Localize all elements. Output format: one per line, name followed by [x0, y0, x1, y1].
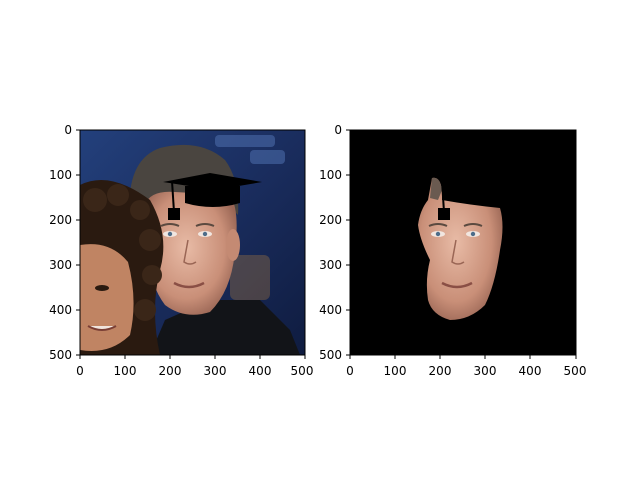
left-y-tick: 400: [49, 303, 72, 317]
left-x-tick: 400: [249, 364, 272, 378]
left-y-tick-labels: 0 100 200 300 400 500: [49, 123, 72, 362]
right-axes: [346, 129, 577, 359]
right-x-tick: 500: [564, 364, 587, 378]
right-y-tick: 300: [319, 258, 342, 272]
right-x-tick: 200: [429, 364, 452, 378]
left-y-tick: 200: [49, 213, 72, 227]
left-y-tick: 500: [49, 348, 72, 362]
graduation-cap-tassel-icon: [438, 180, 450, 220]
right-y-tick-labels: 0 100 200 300 400 500: [319, 123, 342, 362]
left-x-tick: 300: [204, 364, 227, 378]
right-x-tick: 0: [346, 364, 354, 378]
left-x-tick-labels: 0 100 200 300 400 500: [76, 364, 313, 378]
right-y-tick: 200: [319, 213, 342, 227]
right-x-tick: 400: [519, 364, 542, 378]
right-x-tick-labels: 0 100 200 300 400 500: [346, 364, 586, 378]
left-x-tick: 200: [159, 364, 182, 378]
right-y-tick: 0: [334, 123, 342, 137]
left-x-tick: 500: [291, 364, 314, 378]
left-y-tick: 300: [49, 258, 72, 272]
right-image-panel: [350, 130, 576, 355]
right-y-tick: 100: [319, 168, 342, 182]
right-x-tick: 100: [384, 364, 407, 378]
right-y-tick: 400: [319, 303, 342, 317]
right-x-tick: 300: [474, 364, 497, 378]
left-y-tick: 0: [64, 123, 72, 137]
right-y-tick: 500: [319, 348, 342, 362]
left-x-tick: 0: [76, 364, 84, 378]
left-y-tick: 100: [49, 168, 72, 182]
graduation-cap-icon: [163, 173, 262, 220]
left-image-panel: [80, 130, 305, 355]
left-axes: [76, 129, 306, 359]
left-x-tick: 100: [114, 364, 137, 378]
